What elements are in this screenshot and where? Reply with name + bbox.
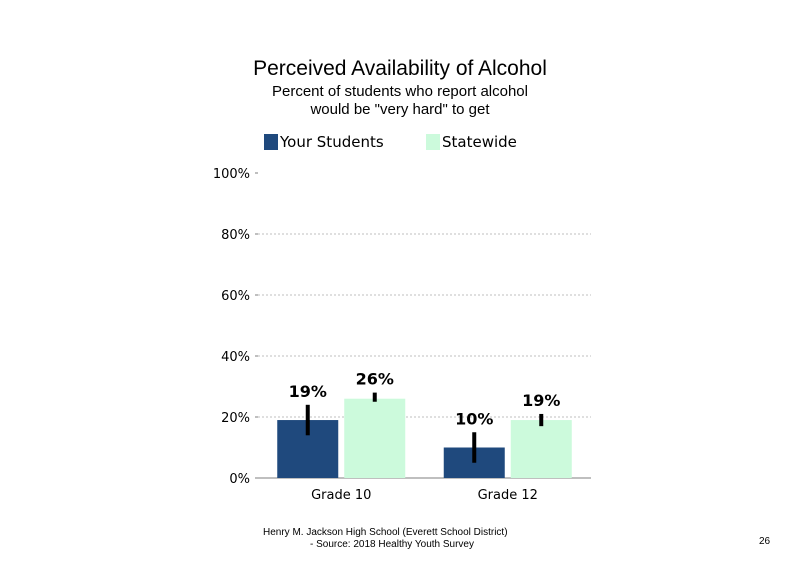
chart-subtitle-line1: Percent of students who report alcohol xyxy=(272,83,528,100)
legend-label-statewide: Statewide xyxy=(442,133,517,151)
legend-swatch-your-students xyxy=(264,134,278,150)
x-tick-label: Grade 12 xyxy=(478,488,538,503)
y-tick-label: 20% xyxy=(221,411,250,426)
bar xyxy=(510,420,572,478)
y-tick-label: 40% xyxy=(221,350,250,365)
data-label: 26% xyxy=(356,370,394,389)
legend-swatch-statewide xyxy=(426,134,440,150)
y-tick-label: 60% xyxy=(221,289,250,304)
data-label: 19% xyxy=(522,391,560,410)
legend-item-statewide: Statewide xyxy=(426,133,517,151)
y-tick-label: 80% xyxy=(221,228,250,243)
legend-label-your-students: Your Students xyxy=(280,133,384,151)
page-number: 26 xyxy=(759,536,771,547)
legend-item-your-students: Your Students xyxy=(264,133,384,151)
data-label: 19% xyxy=(289,382,327,401)
data-label: 10% xyxy=(455,409,493,428)
chart-subtitle-line2: would be "very hard" to get xyxy=(310,101,490,118)
bar xyxy=(344,398,406,478)
y-tick-label: 100% xyxy=(213,167,250,182)
footer-source: - Source: 2018 Healthy Youth Survey xyxy=(310,539,474,550)
chart-title: Perceived Availability of Alcohol xyxy=(253,57,547,80)
footer-school: Henry M. Jackson High School (Everett Sc… xyxy=(263,527,508,538)
y-tick-label: 0% xyxy=(229,472,250,487)
x-tick-label: Grade 10 xyxy=(311,488,371,503)
